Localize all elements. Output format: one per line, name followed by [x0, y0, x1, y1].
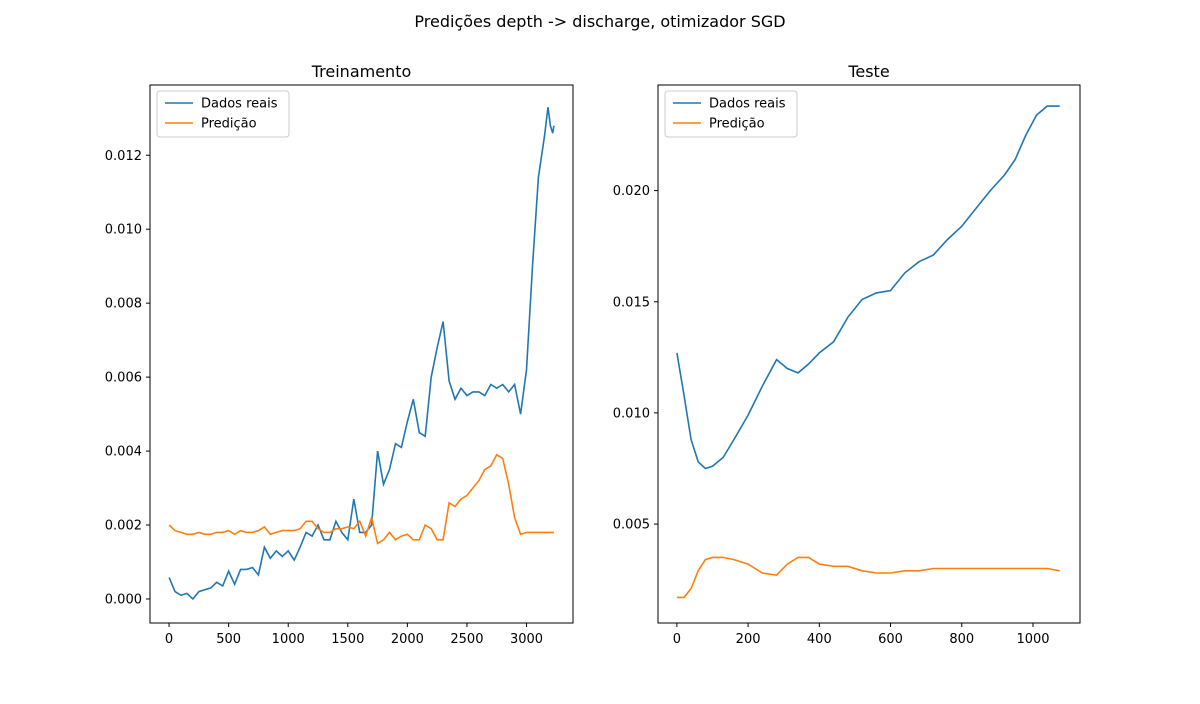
train-y-tick-label: 0.006: [105, 371, 142, 386]
test-x-tick-label: 0: [673, 632, 681, 647]
train-x-tick-label: 0: [165, 632, 173, 647]
test-axes-frame: [657, 84, 1081, 624]
train-x-tick-label: 2500: [450, 632, 483, 647]
train-y-tick-label: 0.002: [105, 519, 142, 534]
test-x-tick-label: 400: [807, 632, 832, 647]
test-x-tick-label: 200: [736, 632, 761, 647]
test-y-tick-label: 0.010: [613, 406, 650, 421]
test-x-tick-label: 600: [878, 632, 903, 647]
train-plot: Treinamento 0 500 1000 1500 2000 2500 3000 0.000…: [105, 62, 574, 647]
figure-suptitle: Predições depth -> discharge, otimizador…: [414, 12, 785, 31]
train-axes-frame: [149, 84, 574, 624]
train-x-tick-label: 2000: [391, 632, 424, 647]
test-y-tick-label: 0.015: [613, 295, 650, 310]
train-x-tick-label: 500: [216, 632, 241, 647]
train-title: Treinamento: [311, 62, 412, 81]
train-y-tick-label: 0.004: [105, 445, 142, 460]
test-series-pred-line: [676, 556, 1060, 599]
train-y-tick-label: 0.012: [105, 149, 142, 164]
train-x-tick-label: 3000: [510, 632, 543, 647]
train-legend-label: Predição: [201, 117, 257, 132]
test-y-tick-label: 0.020: [613, 184, 650, 199]
test-y-tick-label: 0.005: [613, 518, 650, 533]
test-series-real-line: [676, 105, 1060, 470]
test-legend-label: Dados reais: [709, 97, 786, 112]
train-series-pred-line: [168, 453, 554, 545]
test-legend-label: Predição: [709, 117, 765, 132]
train-y-tick-label: 0.010: [105, 223, 142, 238]
train-y-tick-label: 0.008: [105, 297, 142, 312]
train-x-tick-label: 1000: [272, 632, 305, 647]
train-legend-label: Dados reais: [201, 97, 278, 112]
test-title: Teste: [847, 62, 889, 81]
train-y-tick-label: 0.000: [105, 592, 142, 607]
test-x-tick-label: 1000: [1016, 632, 1049, 647]
test-x-tick-label: 800: [949, 632, 974, 647]
train-x-tick-label: 1500: [331, 632, 364, 647]
test-plot: Teste 0 200 400 600 800 1000 0.005 0.010 0.015 0.0…: [613, 62, 1081, 647]
